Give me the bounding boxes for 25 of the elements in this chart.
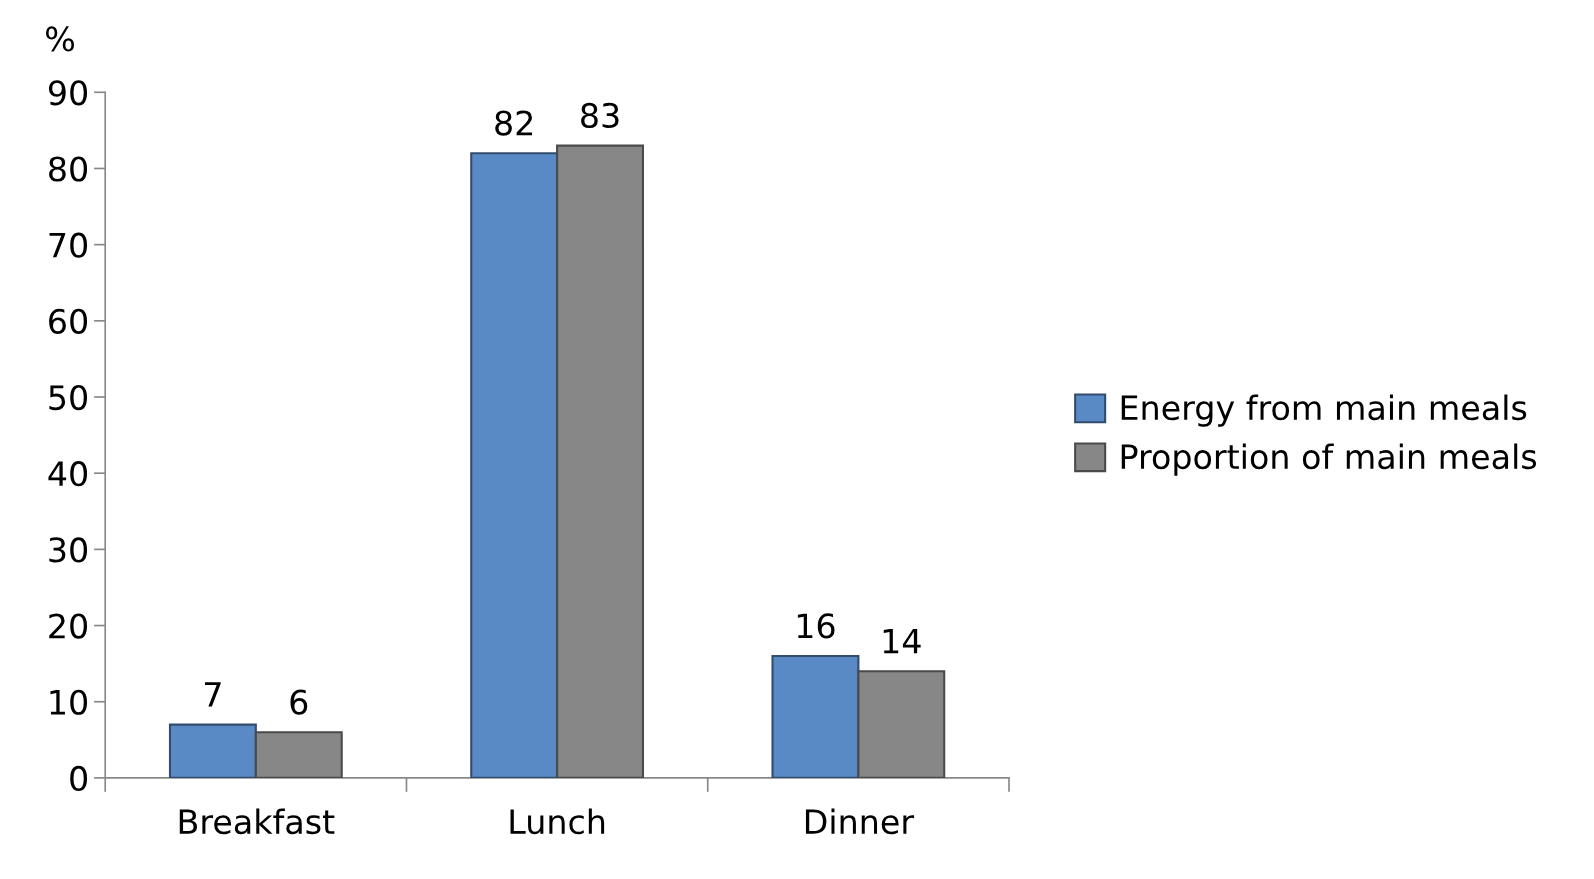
data-label: 14	[883, 628, 921, 654]
data-label: 6	[290, 689, 308, 715]
y-tick-label: 80	[49, 156, 88, 182]
y-tick-label: 50	[49, 384, 88, 411]
data-label: 16	[797, 613, 835, 639]
y-tick-label: 70	[49, 232, 88, 258]
y-tick-label: 30	[49, 537, 88, 563]
y-tick-label: 90	[48, 80, 88, 106]
x-tick-label: Dinner	[805, 808, 915, 835]
bar	[771, 654, 860, 778]
y-tick-label: 10	[50, 689, 88, 715]
data-label: 83	[581, 102, 619, 129]
data-label: 82	[495, 110, 533, 136]
y-tick-label: 0	[70, 765, 88, 792]
y-tick-label: 20	[49, 613, 88, 639]
legend-label: Proportion of main meals	[1121, 443, 1537, 476]
legend-label: Energy from main meals	[1121, 394, 1527, 427]
bar	[168, 723, 257, 778]
bar	[470, 152, 559, 778]
data-label: 7	[205, 682, 221, 707]
x-tick-label: Breakfast	[179, 808, 335, 835]
y-axis-title: %	[46, 26, 75, 52]
y-tick-label: 40	[48, 461, 88, 487]
y-tick-label: 60	[49, 308, 88, 334]
x-tick-label: Lunch	[510, 808, 605, 835]
